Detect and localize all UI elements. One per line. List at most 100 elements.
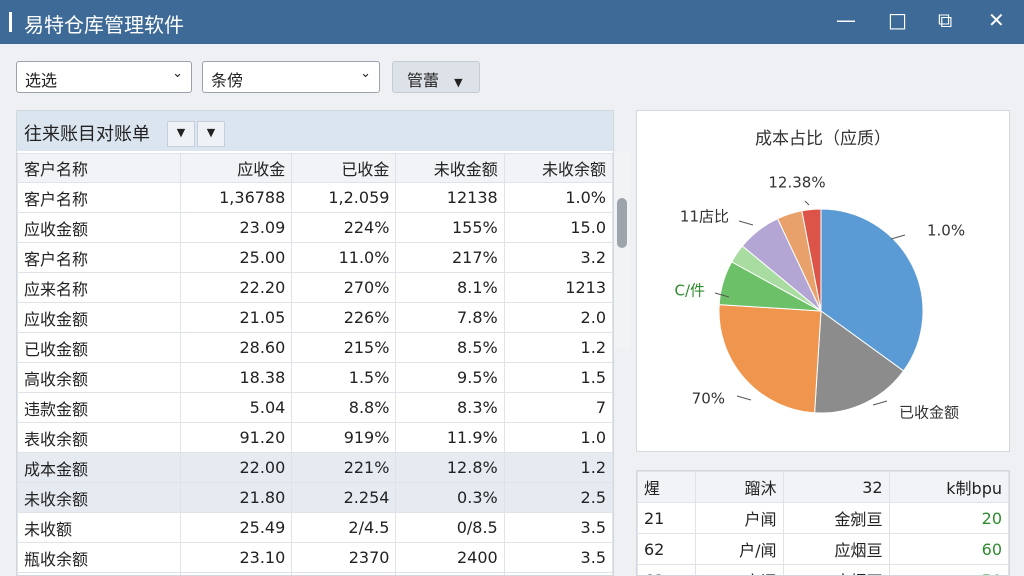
table-cell: 金剜亘 — [782, 502, 890, 534]
header-dropdown[interactable]: ▼ — [197, 121, 225, 147]
table-cell: 62 — [637, 533, 696, 565]
table-cell: 1,2.059 — [291, 182, 397, 213]
header-dropdown[interactable]: ▼ — [167, 121, 195, 147]
table-cell: 226% — [291, 302, 397, 333]
ledger-header: 往来账目对账单 ▼ ▼ — [17, 111, 613, 151]
table-cell: 未收余额 — [17, 482, 181, 513]
column-header: 客户名称 — [17, 153, 181, 183]
menu-text: 管蕾 — [407, 71, 440, 90]
table-cell: 应烟亘 — [782, 533, 890, 565]
table-row: 未收额 25.49 2/4.5 0/8.5 3.5 — [17, 512, 613, 543]
table-cell: 21 — [637, 502, 696, 534]
column-header: 煋 — [637, 471, 696, 503]
table-cell: 221% — [291, 452, 397, 483]
filter-dropdown[interactable]: 选选 ⌄ — [16, 61, 192, 93]
table-cell: 7.8% — [395, 302, 505, 333]
table-cell: 表收余额 — [17, 422, 181, 453]
table-cell: 270% — [291, 272, 397, 303]
leader-line — [736, 395, 752, 401]
table-cell: 12138 — [395, 182, 505, 213]
table-cell: 22.00 — [179, 452, 293, 483]
pie-annotation: 12.38% — [768, 174, 825, 192]
pie-chart: 成本占比（应质） 1.0% 已收金额 70% C/件 11店比 12.38% — [674, 129, 965, 422]
table-cell: 60 — [888, 533, 1009, 565]
minimize-button[interactable]: — — [836, 8, 856, 32]
table-row: 违款金额 5.04 8.8% 8.3% 7 — [17, 392, 613, 423]
table-cell: 1.5% — [291, 362, 397, 393]
window-title: 易特仓库管理软件 — [24, 13, 184, 37]
column-header: 未收金额 — [395, 153, 505, 183]
column-header: 蹓沐 — [694, 471, 784, 503]
table-cell: 8.8% — [291, 392, 397, 423]
table-cell: 919% — [291, 422, 397, 453]
table-cell: 应来名称 — [17, 272, 181, 303]
restore-button[interactable]: ⧉ — [938, 8, 953, 32]
leader-line — [804, 200, 810, 206]
table-cell: 224% — [291, 212, 397, 243]
table-cell: 应收金额 — [17, 302, 181, 333]
maximize-button[interactable]: □ — [888, 8, 907, 32]
ledger-table: 客户名称 应收金 已收金 未收金额 未收余额 客户名称 1,36788 1,2.059 1213… — [17, 153, 613, 575]
table-cell: 20 — [888, 502, 1009, 534]
pie-slice — [814, 310, 905, 414]
pie-slice — [801, 208, 822, 312]
scroll-thumb[interactable] — [617, 198, 627, 248]
table-row: 端收金额23.50205423.001.3 — [17, 572, 613, 575]
pie-annotation: 11店比 — [680, 208, 729, 226]
table-cell: 15.0 — [503, 212, 613, 243]
table-cell: 端收金额 — [17, 572, 181, 575]
column-header: k制bpu — [888, 471, 1009, 503]
filter-text: 选选 — [25, 71, 58, 90]
table-cell: 2370 — [291, 542, 397, 573]
table-cell: 91.20 — [179, 422, 293, 453]
table-cell: 50 — [888, 564, 1009, 575]
table-cell: 已收金额 — [17, 332, 181, 363]
table-cell: 应收金额 — [17, 212, 181, 243]
table-cell: 1.2 — [503, 332, 613, 363]
table-cell: 3.5 — [503, 542, 613, 573]
table-row: 瓶收余额 23.10 2370 2400 3.5 — [17, 542, 613, 573]
table-cell: 21.80 — [179, 482, 293, 513]
table-cell: 户/闻 — [694, 533, 784, 565]
ledger-panel: 往来账目对账单 ▼ ▼ 客户名称 应收金 已收金 未收金额 未收余额 客户名称 1,3678… — [16, 110, 614, 576]
ledger-title: 往来账目对账单 — [24, 124, 150, 145]
table-cell: 11.0% — [291, 242, 397, 273]
table-row: 成本金额 22.00 221% 12.8% 1.2 — [17, 452, 613, 483]
table-cell: 1.2 — [503, 452, 613, 483]
table-row: 应收金额 23.09 224% 155% 15.0 — [17, 212, 613, 243]
pie-slice — [820, 208, 924, 372]
table-row: 高收余额 18.38 1.5% 9.5% 1.5 — [17, 362, 613, 393]
scrollbar[interactable] — [614, 152, 630, 348]
leader-line — [872, 400, 888, 406]
table-cell: 7 — [503, 392, 613, 423]
table-cell: 217% — [395, 242, 505, 273]
table-cell: 高收余额 — [17, 362, 181, 393]
table-cell: 3.5 — [503, 512, 613, 543]
table-cell: 5.04 — [179, 392, 293, 423]
sort-dropdown[interactable]: 条傍 ⌄ — [202, 61, 380, 93]
table-cell: 12.8% — [395, 452, 505, 483]
table-cell: 1.0% — [503, 182, 613, 213]
table-cell: 客户名称 — [17, 182, 181, 213]
table-row: 应收金额 21.05 226% 7.8% 2.0 — [17, 302, 613, 333]
pie-annotation: C/件 — [674, 282, 705, 300]
pie-annotation: 70% — [692, 390, 725, 408]
pie-slice — [718, 304, 822, 414]
table-row: 62 户/闻 应烟亘 60 — [637, 533, 1009, 565]
pie-annotation: 1.0% — [927, 222, 965, 240]
sort-text: 条傍 — [211, 71, 244, 90]
chart-panel: 成本占比（应质） 1.0% 已收金额 70% C/件 11店比 12.38% — [636, 110, 1010, 452]
table-cell: 1.0 — [503, 422, 613, 453]
table-cell: 63 — [637, 564, 696, 575]
close-button[interactable]: ✕ — [988, 8, 1005, 32]
dropdown-arrow: ⌄ — [172, 66, 183, 81]
table-cell: 0.3% — [395, 482, 505, 513]
table-row: 应来名称 22.20 270% 8.1% 1213 — [17, 272, 613, 303]
menu-button[interactable]: 管蕾 ▼ — [392, 61, 480, 93]
table-cell: 23.50 — [179, 572, 293, 575]
table-cell: 2.0 — [503, 302, 613, 333]
table-cell: 未收额 — [17, 512, 181, 543]
table-cell: 9.5% — [395, 362, 505, 393]
